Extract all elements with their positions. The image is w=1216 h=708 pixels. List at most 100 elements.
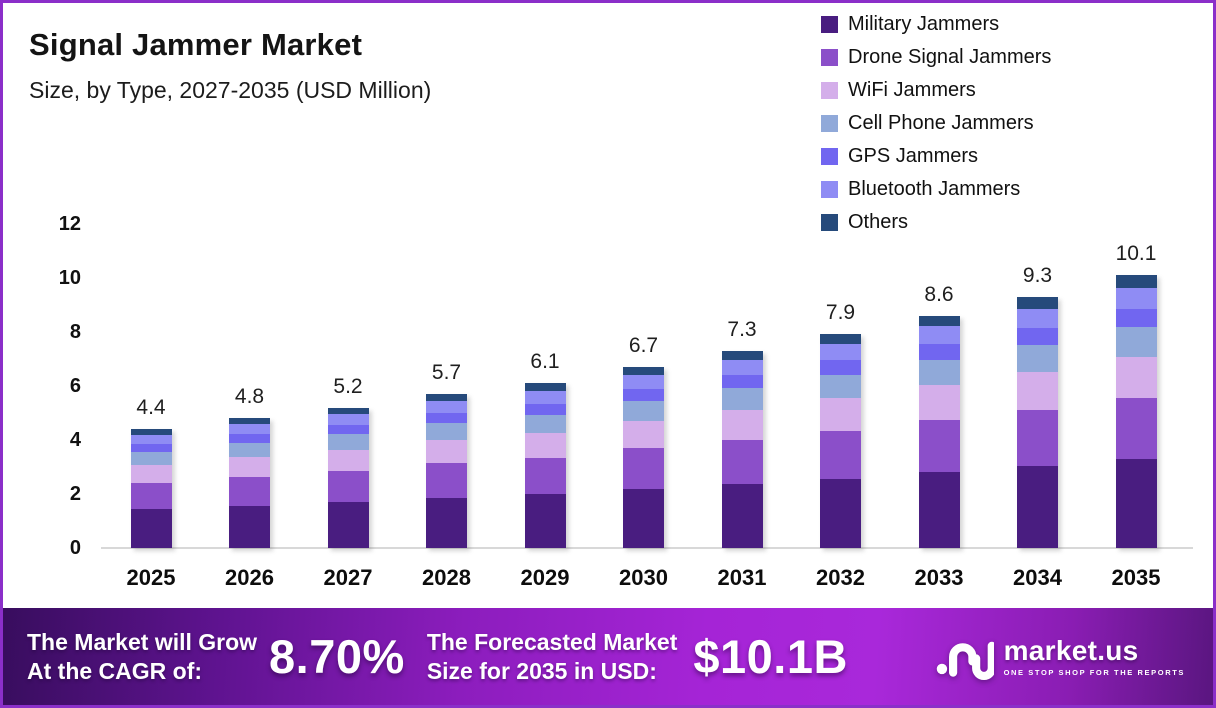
x-axis-label-2034: 2034: [1013, 565, 1062, 590]
forecast-value: $10.1B: [693, 630, 848, 683]
legend-swatch-icon: [821, 181, 838, 198]
bar-segment-military-jammers: [820, 478, 861, 548]
bar-segment-cell-phone-jammers: [327, 434, 369, 450]
bar-segment-wifi-jammers: [130, 464, 172, 483]
bar-segment-gps-jammers: [327, 424, 369, 435]
forecast-label: The Forecasted Market Size for 2035 in U…: [427, 628, 678, 684]
bar-segment-wifi-jammers: [918, 385, 960, 420]
bar-segment-bluetooth-jammers: [721, 360, 763, 375]
stacked-bar-2025: [130, 429, 172, 548]
bar-total-label: 4.8: [234, 385, 265, 409]
cagr-label: The Market will Grow At the CAGR of:: [27, 628, 257, 684]
x-axis-label-2035: 2035: [1111, 565, 1161, 590]
y-axis-tick-label: 12: [58, 213, 81, 235]
legend-label: Military Jammers: [848, 13, 1000, 35]
bar-segment-gps-jammers: [1017, 327, 1058, 345]
logo-text-block: market.us ONE STOP SHOP FOR THE REPORTS: [1003, 636, 1185, 677]
bar-segment-gps-jammers: [524, 403, 566, 415]
x-axis-label-2027: 2027: [323, 565, 373, 590]
bar-segment-military-jammers: [130, 509, 172, 548]
bar-segment-drone-signal-jammers: [426, 463, 467, 498]
legend-label: Bluetooth Jammers: [848, 178, 1021, 200]
forecast-label-line1: The Forecasted Market: [426, 629, 678, 656]
bar-segment-others: [229, 418, 270, 425]
bar-segment-wifi-jammers: [327, 449, 369, 471]
bar-segment-cell-phone-jammers: [426, 423, 467, 441]
market-us-logo-icon: [936, 641, 994, 680]
bar-segment-wifi-jammers: [1017, 372, 1058, 410]
stacked-bar-2032: [820, 334, 861, 548]
bar-segment-others: [130, 429, 172, 435]
x-axis-label-2031: 2031: [717, 565, 767, 590]
bar-segment-drone-signal-jammers: [524, 457, 566, 495]
bar-segment-military-jammers: [623, 489, 664, 548]
bar-segment-wifi-jammers: [721, 410, 763, 440]
logo-tagline: ONE STOP SHOP FOR THE REPORTS: [1003, 667, 1185, 677]
legend-swatch-icon: [821, 16, 838, 33]
stacked-bar-2031: [721, 350, 763, 548]
bar-segment-wifi-jammers: [820, 398, 861, 431]
bar-segment-military-jammers: [1017, 466, 1058, 548]
bar-total-label: 5.7: [431, 360, 462, 384]
bar-total-label: 10.1: [1115, 242, 1157, 266]
bar-segment-bluetooth-jammers: [327, 414, 369, 425]
stacked-bar-2029: [524, 383, 566, 548]
bar-total-label: 8.6: [924, 282, 954, 306]
legend-label: Others: [848, 211, 909, 233]
bar-segment-others: [524, 383, 566, 392]
cagr-label-line2: At the CAGR of:: [27, 657, 203, 684]
bar-segment-wifi-jammers: [426, 440, 467, 464]
legend-item-cell-phone-jammers: Cell Phone Jammers: [821, 112, 1051, 135]
bar-segment-cell-phone-jammers: [1115, 327, 1157, 358]
market-us-logo: market.us ONE STOP SHOP FOR THE REPORTS: [936, 632, 1189, 682]
bar-total-label: 7.3: [727, 317, 757, 341]
bar-segment-others: [918, 315, 960, 327]
bar-segment-cell-phone-jammers: [130, 451, 172, 465]
footer-banner: The Market will Grow At the CAGR of: 8.7…: [3, 608, 1213, 705]
bar-total-label: 6.1: [530, 350, 560, 374]
bar-segment-cell-phone-jammers: [820, 374, 861, 399]
bar-segment-gps-jammers: [229, 434, 270, 443]
legend-item-military-jammers: Military Jammers: [821, 13, 1051, 36]
bar-segment-wifi-jammers: [229, 457, 270, 477]
bar-total-label: 5.2: [333, 374, 363, 398]
legend-swatch-icon: [821, 82, 838, 99]
legend-item-others: Others: [821, 211, 1051, 234]
bar-segment-gps-jammers: [426, 412, 467, 424]
bar-segment-bluetooth-jammers: [130, 434, 172, 444]
legend-label: GPS Jammers: [848, 145, 979, 167]
legend-swatch-icon: [821, 214, 838, 231]
legend-item-gps-jammers: GPS Jammers: [821, 145, 1051, 168]
bar-segment-military-jammers: [229, 505, 270, 548]
bar-segment-wifi-jammers: [623, 421, 664, 449]
bar-segment-military-jammers: [524, 494, 566, 548]
legend-swatch-icon: [821, 49, 838, 66]
legend-item-bluetooth-jammers: Bluetooth Jammers: [821, 178, 1051, 201]
legend-label: Drone Signal Jammers: [848, 46, 1052, 68]
bar-segment-others: [1115, 275, 1157, 288]
bar-segment-drone-signal-jammers: [820, 430, 861, 479]
bar-total-label: 4.4: [136, 396, 166, 420]
bar-segment-military-jammers: [918, 472, 960, 548]
stacked-bar-2030: [623, 366, 664, 548]
bar-total-label: 9.3: [1022, 263, 1053, 287]
bar-segment-cell-phone-jammers: [721, 388, 763, 410]
stacked-bar-2027: [327, 407, 369, 548]
bar-segment-drone-signal-jammers: [1115, 398, 1157, 460]
y-axis-tick-label: 10: [58, 267, 81, 289]
stacked-bar-2034: [1017, 296, 1058, 548]
legend-item-drone-signal-jammers: Drone Signal Jammers: [821, 46, 1051, 69]
bar-segment-others: [426, 393, 467, 402]
legend-item-wifi-jammers: WiFi Jammers: [821, 79, 1051, 102]
x-axis-label-2026: 2026: [225, 565, 274, 590]
y-axis-tick-label: 4: [69, 429, 81, 451]
bar-segment-cell-phone-jammers: [623, 401, 664, 422]
bar-segment-drone-signal-jammers: [721, 439, 763, 484]
x-axis-label-2025: 2025: [126, 565, 176, 590]
bar-segment-military-jammers: [721, 483, 763, 548]
bar-segment-gps-jammers: [130, 443, 172, 452]
cagr-label-line1: The Market will Grow: [27, 629, 258, 656]
stacked-bar-2028: [426, 393, 467, 548]
bar-segment-bluetooth-jammers: [918, 326, 960, 344]
